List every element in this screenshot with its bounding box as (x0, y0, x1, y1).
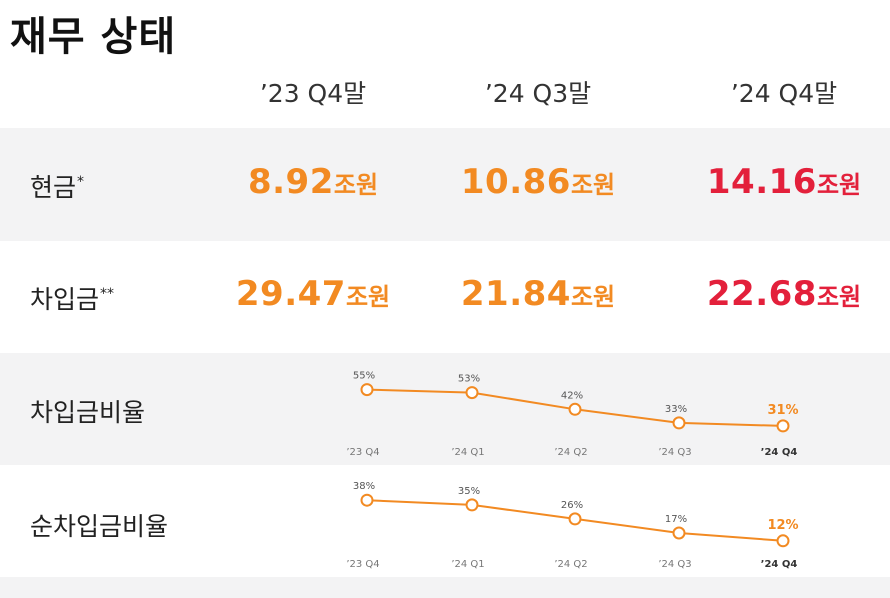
column-header-24q4: ’24 Q4말 (730, 79, 838, 108)
column-header-23q4: ’23 Q4말 (259, 79, 367, 108)
data-point (465, 386, 479, 400)
borrowings-row: 차입금** 29.47조원 21.84조원 22.68조원 (0, 241, 890, 353)
x-tick-label: ’24 Q2 (554, 559, 587, 570)
data-label: 53% (458, 374, 480, 385)
x-tick-label: ’24 Q3 (658, 559, 691, 570)
data-point (776, 534, 790, 548)
x-tick-label: ’24 Q4 (761, 447, 798, 458)
data-point (568, 402, 582, 416)
borrowings-label: 차입금** (30, 285, 115, 314)
x-tick-label: ’23 Q4 (346, 559, 379, 570)
x-tick-label: ’24 Q1 (451, 447, 484, 458)
cash-value-23q4: 8.92조원 (247, 162, 379, 202)
net-debt-ratio-chart: 38% ’23 Q4 35% ’24 Q1 26% ’24 Q2 17% ’24 Q3 12% ’… (346, 481, 798, 570)
data-label: 35% (458, 486, 480, 497)
bottom-band (0, 577, 890, 598)
data-point (672, 416, 686, 430)
data-label: 55% (353, 371, 375, 382)
data-label: 17% (665, 514, 687, 525)
cash-label: 현금* (30, 173, 85, 202)
cash-row: 현금* 8.92조원 10.86조원 14.16조원 (0, 128, 890, 241)
data-label: 26% (561, 500, 583, 511)
data-point (568, 512, 582, 526)
data-point (465, 498, 479, 512)
data-point (360, 383, 374, 397)
data-label: 42% (561, 390, 583, 401)
debt-ratio-row: 차입금비율 (0, 353, 890, 465)
borrowings-value-24q4: 22.68조원 (706, 274, 862, 314)
x-tick-label: ’24 Q3 (658, 447, 691, 458)
data-label: 31% (767, 403, 798, 418)
data-point (776, 419, 790, 433)
debt-ratio-label: 차입금비율 (30, 398, 146, 427)
x-tick-label: ’23 Q4 (346, 447, 379, 458)
cash-value-24q3: 10.86조원 (460, 162, 616, 202)
x-tick-label: ’24 Q4 (761, 559, 798, 570)
page-title: 재무 상태 (10, 14, 177, 60)
cash-value-24q4: 14.16조원 (706, 162, 862, 202)
borrowings-value-23q4: 29.47조원 (235, 274, 391, 314)
data-label: 12% (767, 518, 798, 533)
column-header-24q3: ’24 Q3말 (484, 79, 592, 108)
data-label: 33% (665, 404, 687, 415)
net-debt-ratio-row: 순차입금비율 (0, 465, 890, 577)
data-point (672, 526, 686, 540)
data-point (360, 493, 374, 507)
debt-ratio-chart: 55% ’23 Q4 53% ’24 Q1 42% ’24 Q2 33% ’24 Q3 31% ’… (346, 371, 798, 458)
x-tick-label: ’24 Q2 (554, 447, 587, 458)
borrowings-value-24q3: 21.84조원 (460, 274, 616, 314)
x-tick-label: ’24 Q1 (451, 559, 484, 570)
data-label: 38% (353, 481, 375, 492)
net-debt-ratio-label: 순차입금비율 (30, 512, 169, 541)
